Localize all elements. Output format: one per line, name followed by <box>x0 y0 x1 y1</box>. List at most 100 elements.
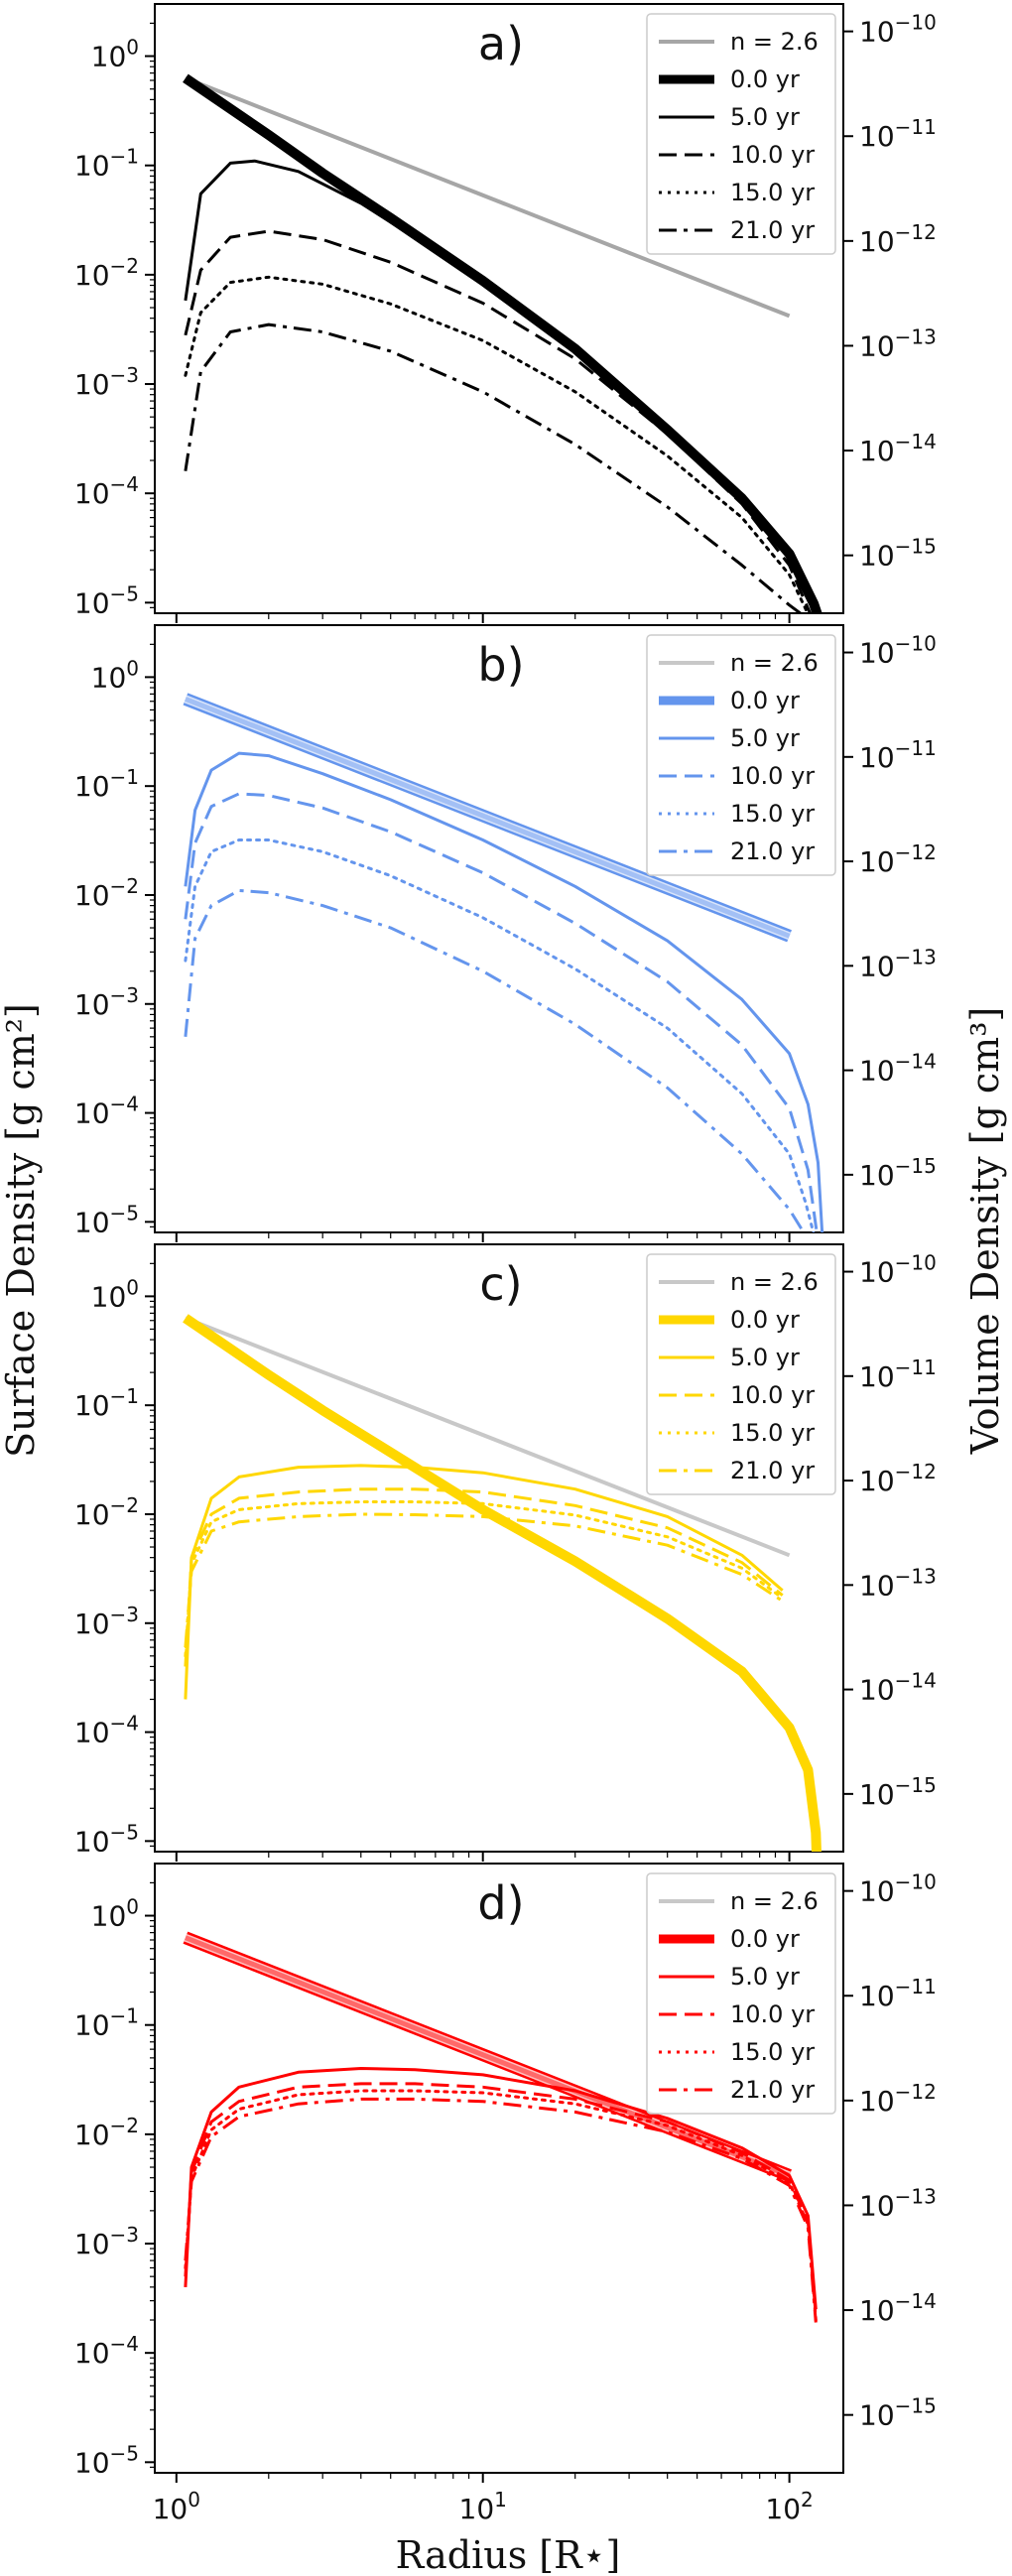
y-tick-label-left: 10−2 <box>74 2114 139 2151</box>
series-line-n-2-6-inner <box>184 1933 792 2180</box>
legend: n = 2.6 0.0 yr 5.0 yr 10.0 yr 15.0 yr 21.0 yr <box>646 1872 836 2115</box>
y-tick-label-right: 10−12 <box>859 220 937 258</box>
y-tick-label-left: 100 <box>91 1275 139 1313</box>
y-tick-label-left: 10−5 <box>74 581 139 619</box>
legend-label: 21.0 yr <box>730 1457 815 1484</box>
series-line-0-0-yr <box>184 697 791 939</box>
y-tick-label-right: 10−15 <box>859 2394 937 2432</box>
series-line-0-0-yr <box>183 1314 822 1852</box>
y-tick-label-left: 10−3 <box>74 2223 139 2260</box>
y-tick-label-right: 10−13 <box>859 324 937 362</box>
panel-3: 100 10−1 10−2 10−3 10−4 10−5 10−10 10−11 10−12 10… <box>74 1243 937 1862</box>
y-tick-label-left: 10−4 <box>74 1093 139 1130</box>
series-line-n-2-6 <box>185 75 791 319</box>
panels: 100 10−1 10−2 10−3 10−4 10−5 10−10 10−11 10−12 10… <box>74 3 937 2525</box>
y-tick-label-right: 10−13 <box>859 2184 937 2222</box>
series-line-15-0-yr <box>184 2089 818 2322</box>
series-line-5-0-yr <box>184 1464 784 1700</box>
legend-label: 21.0 yr <box>730 837 815 865</box>
legend-label: n = 2.6 <box>730 1268 819 1296</box>
x-axis-title: Radius [R⋆] <box>396 2533 621 2576</box>
legend-box <box>646 1253 836 1495</box>
legend-box <box>646 1872 836 2115</box>
series-group <box>183 1314 822 1852</box>
series-line-n-2-6-inner <box>184 695 792 941</box>
y-tick-label-right: 10−14 <box>859 2289 937 2327</box>
y-tick-label-right: 10−13 <box>859 1564 937 1602</box>
series-line-15-0-yr <box>184 838 816 1232</box>
y-axis-title-right: Volume Density [g cm³] <box>963 1007 1007 1456</box>
y-tick-label-left: 10−5 <box>74 1820 139 1858</box>
legend-label: 10.0 yr <box>730 1381 815 1409</box>
panel-2: 100 10−1 10−2 10−3 10−4 10−5 10−10 10−11 10−12 10… <box>74 624 937 1242</box>
legend-label: n = 2.6 <box>730 28 819 56</box>
y-tick-label-left: 10−1 <box>74 765 139 803</box>
x-tick-label: 102 <box>765 2488 813 2525</box>
panel-label: b) <box>477 638 524 692</box>
y-tick-label-left: 100 <box>91 656 139 694</box>
legend-label: n = 2.6 <box>730 649 819 677</box>
legend-box <box>646 634 836 876</box>
series-line-21-0-yr <box>184 322 804 613</box>
panel-1: 100 10−1 10−2 10−3 10−4 10−5 10−10 10−11 10−12 10… <box>74 3 937 623</box>
legend-label: 5.0 yr <box>730 724 800 752</box>
y-tick-label-left: 10−4 <box>74 2332 139 2370</box>
series-line-15-0-yr <box>184 275 810 613</box>
legend: n = 2.6 0.0 yr 5.0 yr 10.0 yr 15.0 yr 21.0 yr <box>646 1253 836 1495</box>
panel-4: 100 10−1 10−2 10−3 10−4 10−5 10−10 10−11 10−12 10… <box>74 1863 937 2525</box>
y-tick-label-left: 10−1 <box>74 145 139 183</box>
panel-label: a) <box>478 17 524 70</box>
legend-label: 0.0 yr <box>730 1925 800 1953</box>
series-group <box>183 693 824 1232</box>
legend-label: 0.0 yr <box>730 65 800 93</box>
y-tick-label-right: 10−14 <box>859 1669 937 1707</box>
series-line-10-0-yr <box>184 1487 784 1667</box>
x-tick-label: 101 <box>459 2488 507 2525</box>
legend-label: 0.0 yr <box>730 687 800 714</box>
panel-label: c) <box>479 1257 522 1311</box>
series-line-5-0-yr <box>184 751 824 1232</box>
series-line-0-0-yr <box>184 1935 791 2178</box>
series-line-21-0-yr <box>184 1512 784 1648</box>
y-tick-label-left: 10−3 <box>74 363 139 401</box>
plot-frame <box>154 1243 844 1853</box>
y-axis-title-left: Surface Density [g cm²] <box>0 1003 43 1458</box>
y-tick-label-left: 10−5 <box>74 1201 139 1238</box>
plot-frame <box>154 1863 844 2474</box>
legend-label: 21.0 yr <box>730 216 815 244</box>
y-tick-label-left: 10−4 <box>74 1712 139 1749</box>
series-line-21-0-yr <box>184 2097 818 2323</box>
legend-label: 5.0 yr <box>730 103 800 131</box>
series-group <box>183 73 822 613</box>
series-line-5-0-yr <box>184 2067 818 2310</box>
y-tick-label-right: 10−15 <box>859 535 937 573</box>
legend-label: 10.0 yr <box>730 141 815 169</box>
y-tick-label-left: 100 <box>91 36 139 73</box>
y-tick-label-right: 10−15 <box>859 1773 937 1811</box>
legend: n = 2.6 0.0 yr 5.0 yr 10.0 yr 15.0 yr 21.0 yr <box>646 13 836 255</box>
series-line-n-2-6 <box>185 1316 791 1558</box>
y-tick-label-right: 10−10 <box>859 1251 937 1289</box>
y-tick-label-left: 10−3 <box>74 1603 139 1640</box>
legend-label: 10.0 yr <box>730 762 815 790</box>
y-tick-label-left: 10−4 <box>74 472 139 510</box>
y-tick-label-right: 10−15 <box>859 1154 937 1192</box>
y-tick-label-right: 10−10 <box>859 11 937 49</box>
y-tick-label-right: 10−12 <box>859 840 937 878</box>
y-tick-label-right: 10−13 <box>859 945 937 982</box>
legend-label: 5.0 yr <box>730 1963 800 1991</box>
y-tick-label-left: 10−2 <box>74 1493 139 1531</box>
legend-label: 5.0 yr <box>730 1344 800 1371</box>
y-tick-label-right: 10−12 <box>859 2080 937 2118</box>
legend-label: 0.0 yr <box>730 1306 800 1334</box>
legend-label: 15.0 yr <box>730 1419 815 1447</box>
legend-label: 15.0 yr <box>730 179 815 206</box>
series-line-21-0-yr <box>184 888 806 1232</box>
y-tick-label-left: 10−1 <box>74 2004 139 2042</box>
legend-label: n = 2.6 <box>730 1887 819 1915</box>
y-tick-label-right: 10−11 <box>859 1355 937 1393</box>
series-line-10-0-yr <box>184 229 813 613</box>
shared-labels: Radius [R⋆] Surface Density [g cm²] Volu… <box>0 1003 1007 2576</box>
legend-label: 21.0 yr <box>730 2076 815 2104</box>
